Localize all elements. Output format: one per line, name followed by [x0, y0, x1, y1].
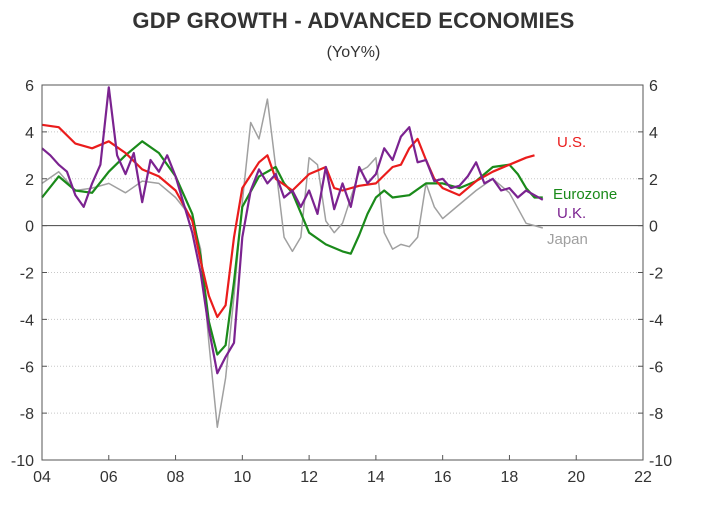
- y-tick-label-right: 6: [649, 78, 658, 95]
- y-tick-label-left: 0: [25, 219, 34, 236]
- y-tick-label-left: -6: [20, 359, 34, 376]
- x-tick-label: 18: [501, 469, 519, 486]
- y-tick-label-left: -10: [11, 453, 34, 470]
- series-labels: U.S. Eurozone U.K. Japan: [547, 134, 617, 248]
- series-label-japan: Japan: [547, 231, 588, 248]
- x-tick-label: 16: [434, 469, 452, 486]
- series-line-uk: [41, 86, 544, 375]
- y-tick-label-right: -2: [649, 266, 663, 283]
- series-line-eurozone: [41, 140, 543, 356]
- series-label-us: U.S.: [557, 134, 586, 151]
- y-tick-label-right: -8: [649, 406, 663, 423]
- chart-title: GDP GROWTH - ADVANCED ECONOMIES: [132, 8, 575, 33]
- x-tick-label: 06: [100, 469, 118, 486]
- x-tick-label: 12: [300, 469, 318, 486]
- y-tick-label-left: -4: [20, 312, 34, 329]
- axis-ticks: [41, 84, 644, 461]
- x-tick-label: 10: [233, 469, 251, 486]
- y-tick-label-right: 0: [649, 219, 658, 236]
- x-tick-label: 22: [634, 469, 652, 486]
- grid-lines: [42, 84, 643, 461]
- y-tick-label-right: -10: [649, 453, 672, 470]
- chart-subtitle: (YoY%): [326, 44, 381, 61]
- y-tick-label-left: -8: [20, 406, 34, 423]
- series-lines: [41, 86, 544, 428]
- y-tick-label-left: 2: [25, 172, 34, 189]
- y-tick-label-right: -6: [649, 359, 663, 376]
- x-tick-label: 08: [167, 469, 185, 486]
- y-tick-label-right: -4: [649, 312, 663, 329]
- y-tick-label-left: 4: [25, 125, 34, 142]
- y-tick-label-right: 4: [649, 125, 658, 142]
- series-label-uk: U.K.: [557, 205, 586, 222]
- x-tick-label: 14: [367, 469, 385, 486]
- series-label-eurozone: Eurozone: [553, 186, 617, 203]
- y-tick-label-right: 2: [649, 172, 658, 189]
- y-tick-label-left: 6: [25, 78, 34, 95]
- x-tick-label: 04: [33, 469, 51, 486]
- x-tick-label: 20: [567, 469, 585, 486]
- y-tick-label-left: -2: [20, 266, 34, 283]
